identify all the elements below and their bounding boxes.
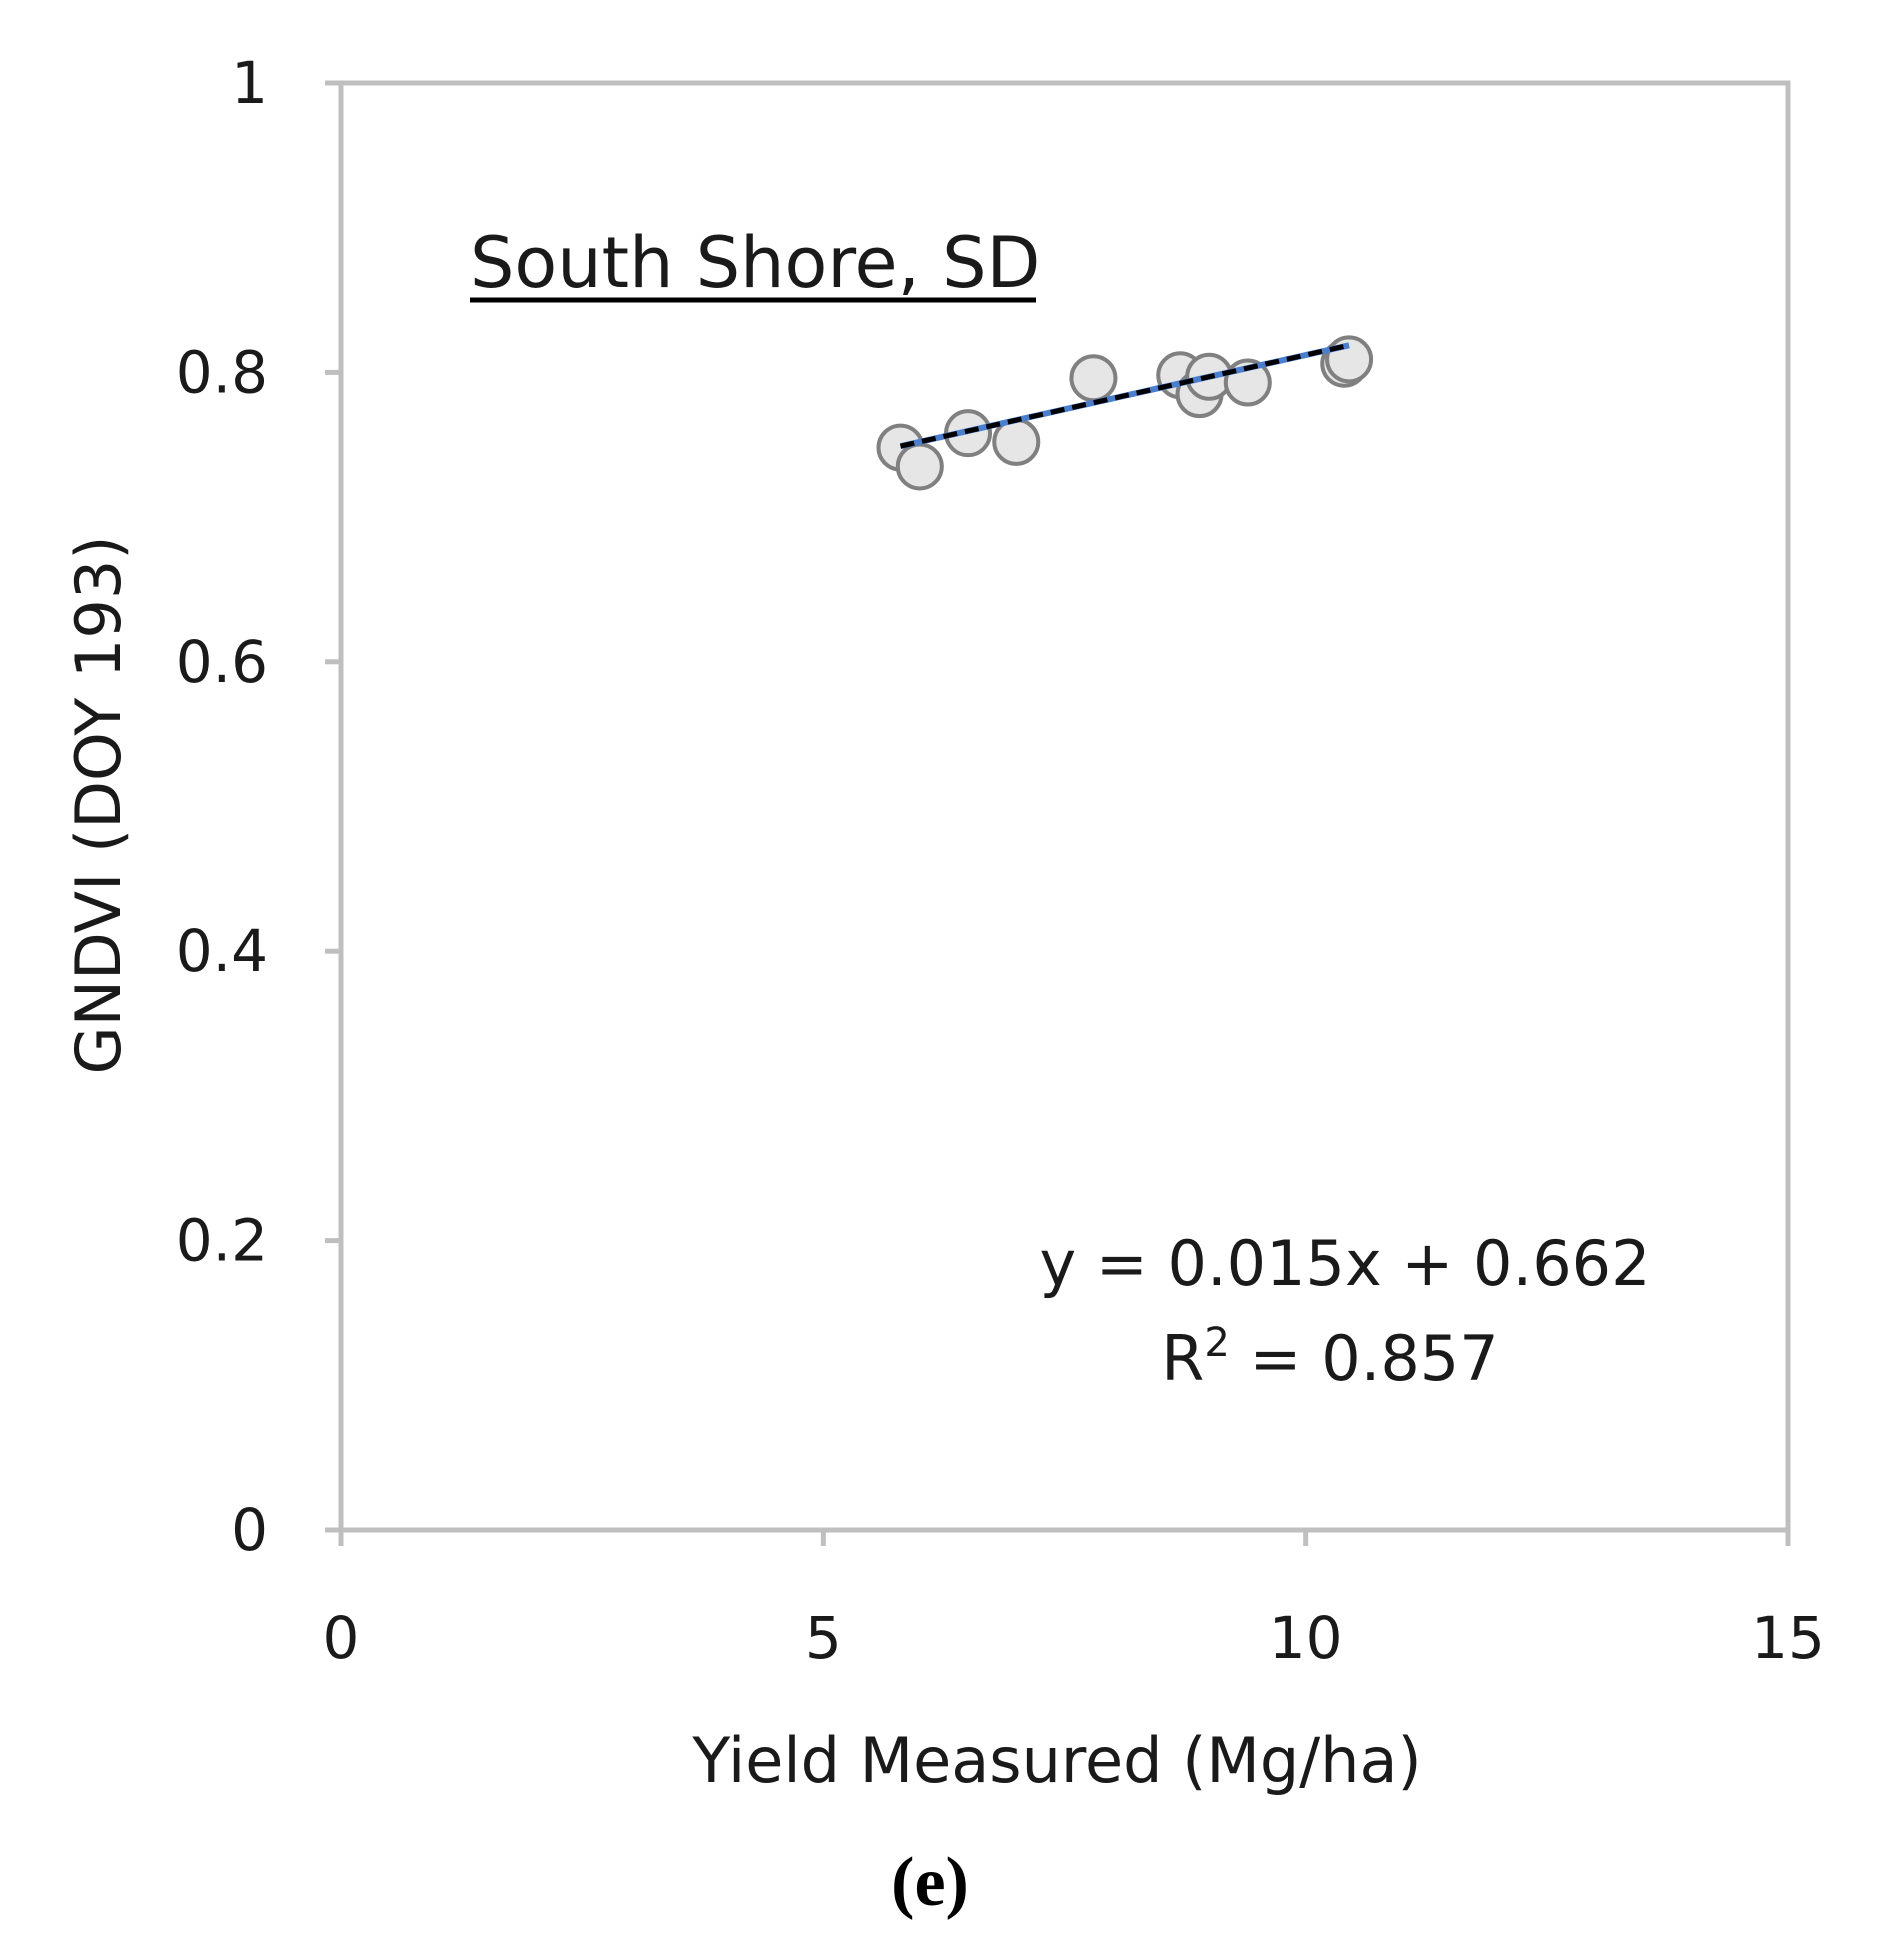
x-tick-label: 5 — [805, 1604, 842, 1672]
y-tick-label: 1 — [231, 49, 268, 117]
data-point — [895, 442, 944, 491]
r-squared-letter: R — [1161, 1322, 1204, 1395]
scatter-points — [876, 335, 1374, 491]
x-axis-title: Yield Measured (Mg/ha) — [691, 1724, 1421, 1797]
trendline — [899, 342, 1350, 450]
y-tick-label: 0 — [231, 1496, 268, 1564]
y-tick-label: 0.2 — [176, 1207, 268, 1275]
y-axis-ticks: 0 0.2 0.4 0.6 0.8 1 — [176, 49, 341, 1564]
panel-label: (e) — [891, 1844, 969, 1921]
y-tick-label: 0.4 — [176, 917, 268, 985]
r-squared-label: R2 = 0.857 — [1161, 1320, 1498, 1395]
trendline-dashed — [899, 342, 1350, 449]
y-axis-title: GNDVI (DOY 193) — [62, 536, 135, 1075]
y-tick-label: 0.8 — [176, 338, 268, 406]
x-tick-label: 10 — [1269, 1604, 1343, 1672]
x-tick-label: 15 — [1751, 1604, 1825, 1672]
plot-frame — [338, 80, 1791, 1533]
chart-title: South Shore, SD — [470, 222, 1040, 304]
r-squared-value: = 0.857 — [1230, 1322, 1499, 1395]
r-squared-superscript: 2 — [1204, 1320, 1229, 1366]
data-point — [1325, 335, 1374, 384]
regression-equation: y = 0.015x + 0.662 — [1039, 1227, 1650, 1300]
x-axis-ticks: 0 5 10 15 — [323, 1530, 1825, 1672]
data-point — [1069, 354, 1118, 403]
plot-area-border — [338, 80, 1791, 1533]
y-tick-label: 0.6 — [176, 628, 268, 696]
x-tick-label: 0 — [323, 1604, 360, 1672]
